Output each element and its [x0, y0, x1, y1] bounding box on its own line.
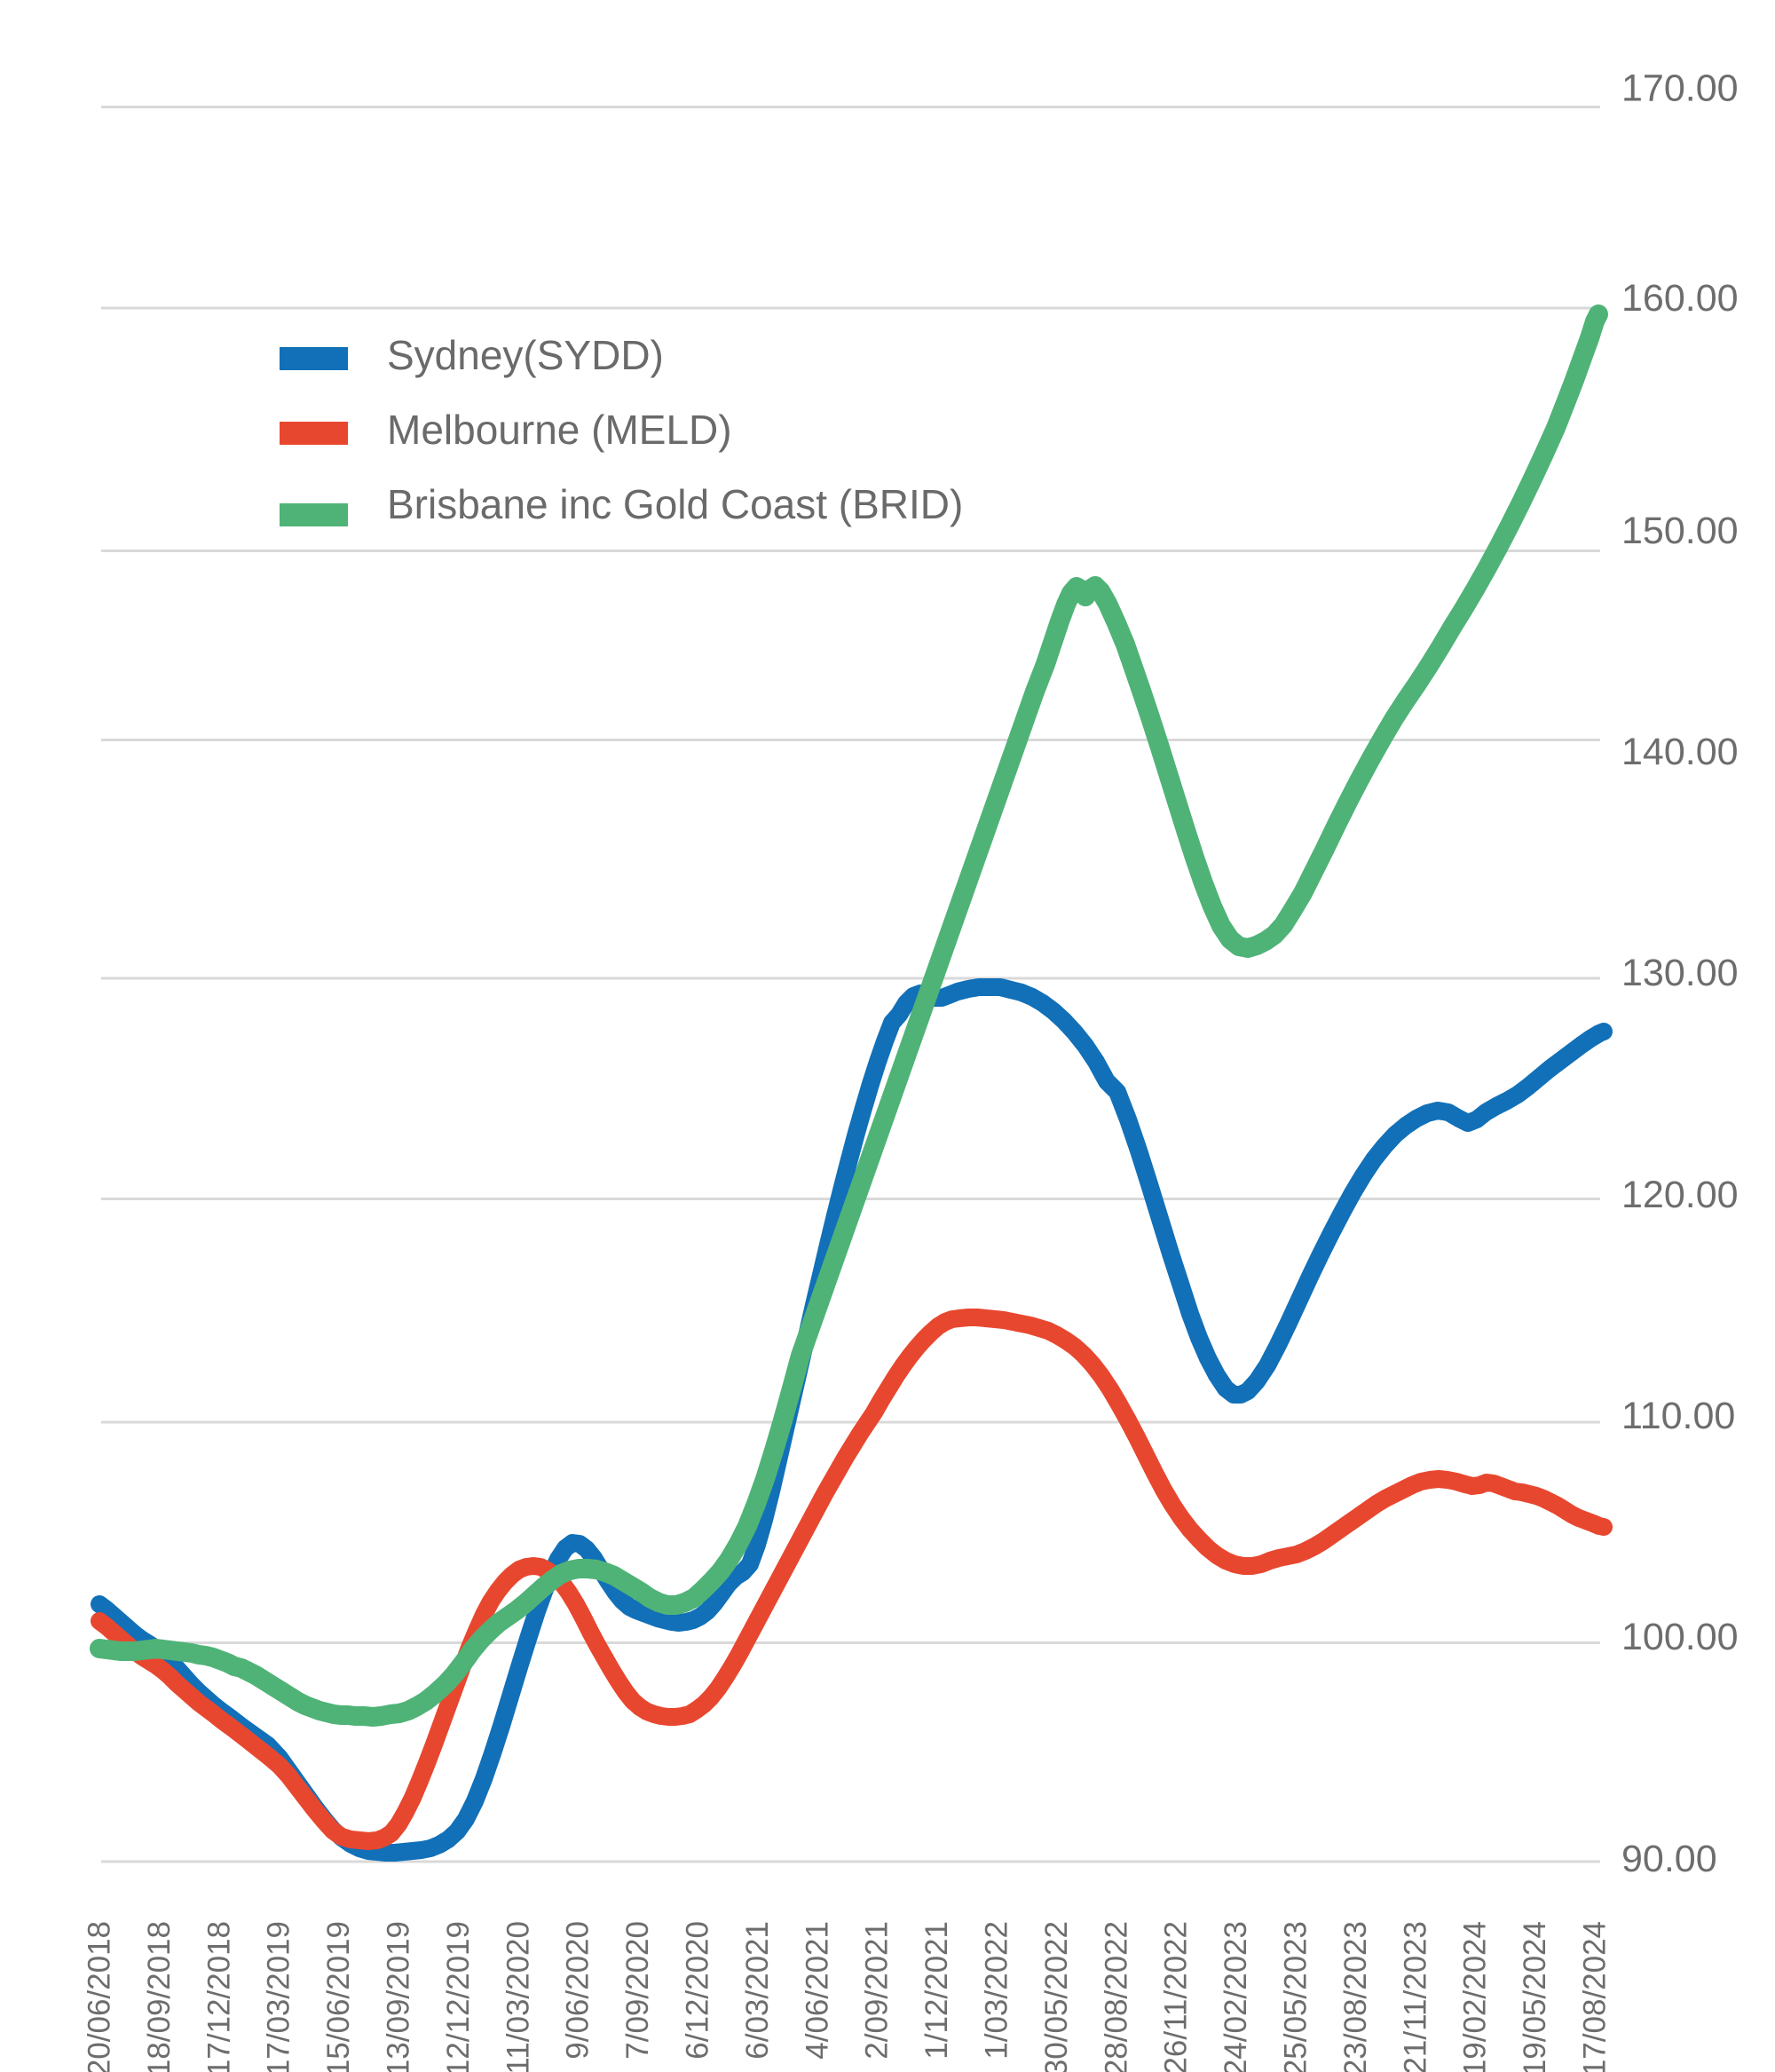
- svg-text:23/08/2023: 23/08/2023: [1338, 1921, 1373, 2072]
- svg-text:17/08/2024: 17/08/2024: [1578, 1921, 1613, 2072]
- svg-text:11/03/2020: 11/03/2020: [501, 1921, 535, 2072]
- svg-text:150.00: 150.00: [1621, 510, 1739, 552]
- svg-text:Melbourne (MELD): Melbourne (MELD): [387, 407, 732, 453]
- svg-text:9/06/2020: 9/06/2020: [561, 1921, 596, 2060]
- svg-text:13/09/2019: 13/09/2019: [382, 1921, 416, 2072]
- svg-text:19/05/2024: 19/05/2024: [1518, 1921, 1552, 2072]
- svg-text:24/02/2023: 24/02/2023: [1219, 1921, 1253, 2072]
- svg-text:25/05/2023: 25/05/2023: [1279, 1921, 1314, 2072]
- svg-text:1/03/2022: 1/03/2022: [980, 1921, 1014, 2060]
- svg-text:170.00: 170.00: [1621, 67, 1739, 110]
- svg-text:6/03/2021: 6/03/2021: [740, 1921, 775, 2060]
- svg-text:6/12/2020: 6/12/2020: [681, 1921, 715, 2060]
- svg-text:12/12/2019: 12/12/2019: [441, 1921, 476, 2072]
- svg-text:17/03/2019: 17/03/2019: [262, 1921, 296, 2072]
- svg-text:7/09/2020: 7/09/2020: [620, 1921, 655, 2060]
- svg-text:26/11/2022: 26/11/2022: [1159, 1921, 1194, 2072]
- svg-text:28/08/2022: 28/08/2022: [1099, 1921, 1133, 2072]
- svg-text:15/06/2019: 15/06/2019: [321, 1921, 356, 2072]
- svg-text:130.00: 130.00: [1621, 952, 1739, 994]
- svg-text:19/02/2024: 19/02/2024: [1458, 1921, 1493, 2072]
- svg-text:1/12/2021: 1/12/2021: [919, 1921, 954, 2060]
- svg-text:20/06/2018: 20/06/2018: [83, 1921, 117, 2072]
- svg-text:100.00: 100.00: [1621, 1616, 1739, 1658]
- svg-text:110.00: 110.00: [1621, 1395, 1735, 1437]
- svg-text:Brisbane inc Gold Coast (BRID): Brisbane inc Gold Coast (BRID): [387, 481, 963, 527]
- svg-text:4/06/2021: 4/06/2021: [800, 1921, 834, 2060]
- svg-text:160.00: 160.00: [1621, 277, 1739, 320]
- svg-text:140.00: 140.00: [1621, 731, 1739, 773]
- svg-text:2/09/2021: 2/09/2021: [860, 1921, 895, 2060]
- svg-text:18/09/2018: 18/09/2018: [142, 1921, 177, 2072]
- svg-text:21/11/2023: 21/11/2023: [1398, 1921, 1432, 2072]
- svg-text:30/05/2022: 30/05/2022: [1039, 1921, 1074, 2072]
- svg-text:120.00: 120.00: [1621, 1174, 1739, 1216]
- svg-text:17/12/2018: 17/12/2018: [201, 1921, 236, 2072]
- svg-text:Sydney(SYDD): Sydney(SYDD): [387, 332, 664, 378]
- svg-text:90.00: 90.00: [1621, 1838, 1717, 1880]
